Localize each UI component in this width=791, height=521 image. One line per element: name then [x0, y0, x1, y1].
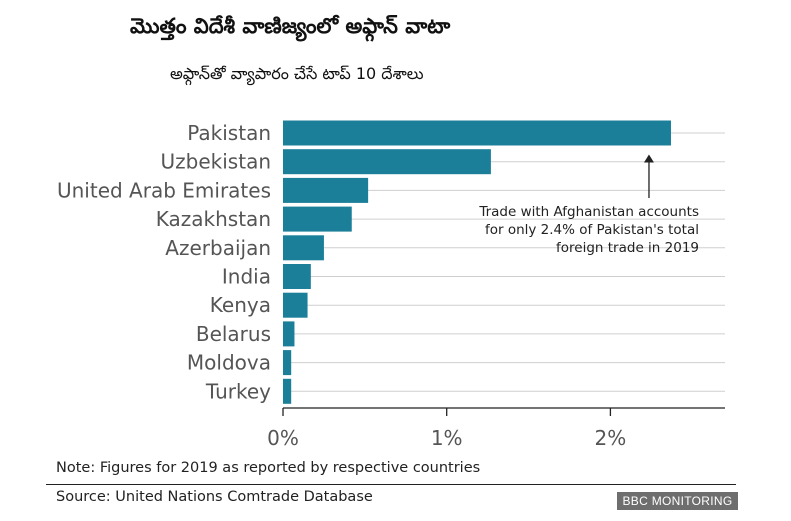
bar-uzbekistan [283, 149, 491, 175]
x-tick-label: 1% [431, 426, 463, 450]
bar-kazakhstan [283, 206, 352, 232]
bar-united-arab-emirates [283, 177, 369, 203]
bar-kenya [283, 292, 308, 318]
category-label: Pakistan [187, 121, 271, 145]
bar-india [283, 264, 311, 289]
category-label: Turkey [205, 379, 271, 403]
annotation-text: for only 2.4% of Pakistan's total [485, 222, 699, 238]
bar-moldova [283, 350, 292, 376]
category-label: India [222, 265, 271, 289]
bar-azerbaijan [283, 235, 324, 261]
category-label: Belarus [196, 322, 271, 346]
bar-belarus [283, 321, 295, 347]
x-tick-label: 0% [267, 426, 299, 450]
category-label: Moldova [187, 351, 271, 375]
bar-pakistan [283, 120, 671, 146]
bar-turkey [283, 378, 292, 404]
category-label: Kazakhstan [156, 207, 271, 231]
chart-title: మొత్తం విదేశీ వాణిజ్యంలో అఫ్గాన్ వాటా [130, 14, 451, 38]
footer-divider [46, 484, 736, 485]
brand-badge: BBC MONITORING [617, 492, 738, 510]
annotation-arrowhead [643, 154, 654, 163]
category-label: United Arab Emirates [57, 178, 271, 202]
annotation-text: foreign trade in 2019 [556, 240, 699, 256]
chart-subtitle: అఫ్గాన్‌తో వ్యాపారం చేసే టాప్ 10 దేశాలు [170, 64, 424, 83]
category-label: Uzbekistan [161, 150, 271, 174]
category-label: Azerbaijan [165, 236, 271, 260]
annotation-text: Trade with Afghanistan accounts [478, 204, 699, 220]
chart-note: Note: Figures for 2019 as reported by re… [56, 460, 481, 476]
category-label: Kenya [210, 293, 271, 317]
chart-source: Source: United Nations Comtrade Database [56, 489, 373, 505]
x-tick-label: 2% [595, 426, 627, 450]
